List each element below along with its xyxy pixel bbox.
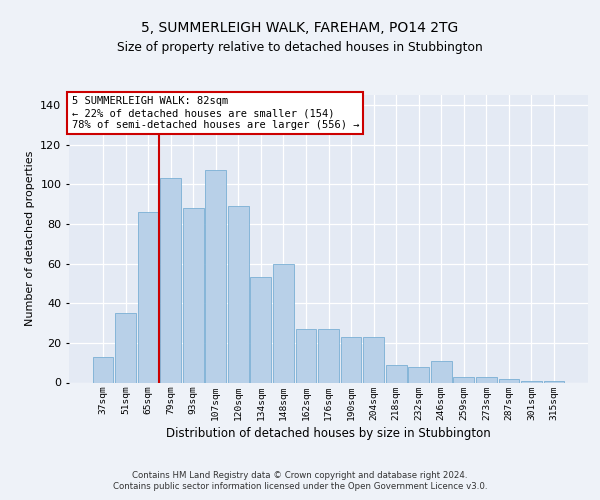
Bar: [341, 337, 361, 382]
X-axis label: Distribution of detached houses by size in Stubbington: Distribution of detached houses by size …: [166, 426, 491, 440]
Bar: [115, 313, 136, 382]
Bar: [386, 364, 407, 382]
Bar: [205, 170, 226, 382]
Bar: [544, 380, 565, 382]
Bar: [521, 380, 542, 382]
Text: 5, SUMMERLEIGH WALK, FAREHAM, PO14 2TG: 5, SUMMERLEIGH WALK, FAREHAM, PO14 2TG: [142, 20, 458, 34]
Bar: [499, 378, 520, 382]
Y-axis label: Number of detached properties: Number of detached properties: [25, 151, 35, 326]
Bar: [183, 208, 203, 382]
Bar: [318, 329, 339, 382]
Text: Size of property relative to detached houses in Stubbington: Size of property relative to detached ho…: [117, 41, 483, 54]
Bar: [273, 264, 294, 382]
Bar: [296, 329, 316, 382]
Bar: [409, 366, 429, 382]
Text: Contains HM Land Registry data © Crown copyright and database right 2024.
Contai: Contains HM Land Registry data © Crown c…: [113, 472, 487, 490]
Bar: [476, 376, 497, 382]
Bar: [92, 356, 113, 382]
Text: 5 SUMMERLEIGH WALK: 82sqm
← 22% of detached houses are smaller (154)
78% of semi: 5 SUMMERLEIGH WALK: 82sqm ← 22% of detac…: [71, 96, 359, 130]
Bar: [137, 212, 158, 382]
Bar: [228, 206, 248, 382]
Bar: [160, 178, 181, 382]
Bar: [250, 278, 271, 382]
Bar: [454, 376, 474, 382]
Bar: [431, 360, 452, 382]
Bar: [363, 337, 384, 382]
